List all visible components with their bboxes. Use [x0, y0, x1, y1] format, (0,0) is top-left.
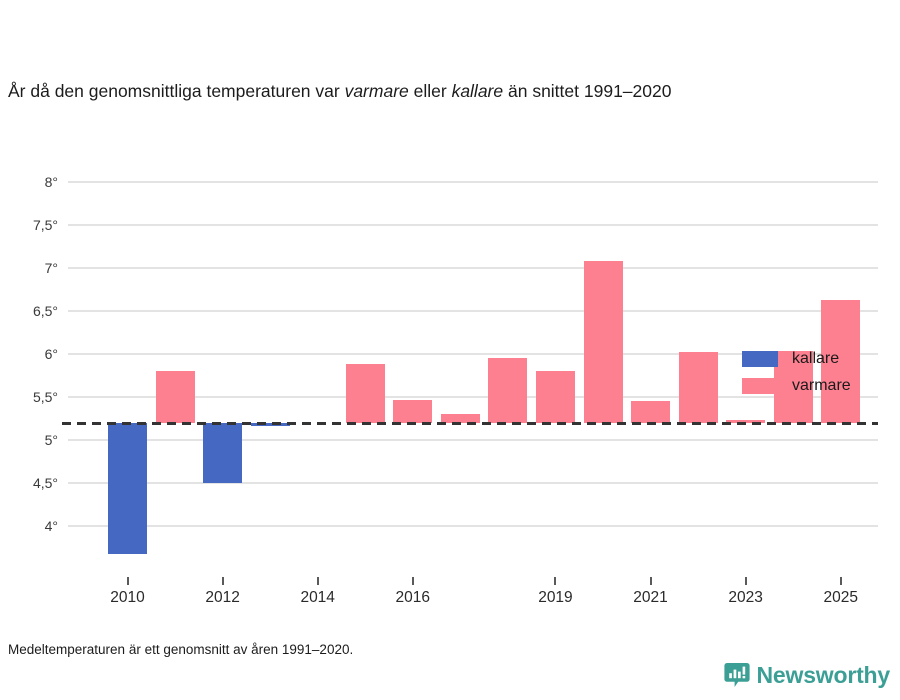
x-axis-tick-label-2010: 2010 — [110, 589, 145, 606]
legend-swatch-varmare — [742, 378, 778, 394]
brand-name: Newsworthy — [756, 661, 891, 688]
bar-2016[interactable] — [393, 399, 433, 423]
legend-label-varmare: varmare — [792, 377, 851, 394]
legend-label-kallare: kallare — [792, 350, 840, 367]
y-axis-tick-label: 6,5° — [32, 303, 58, 320]
gridline — [68, 439, 878, 442]
bar-2010[interactable] — [108, 422, 147, 554]
subtitle-emphasis-kallare: kallare — [451, 81, 504, 101]
gridline — [68, 396, 878, 399]
gridline — [68, 310, 878, 313]
y-axis-tick-label: 4° — [44, 518, 58, 535]
gridline — [68, 181, 878, 183]
bar-2019[interactable] — [535, 371, 575, 423]
x-axis-tick-mark — [839, 577, 842, 585]
x-axis-tick-mark — [221, 577, 224, 585]
bar-2021[interactable] — [631, 401, 671, 423]
bar-2024[interactable] — [773, 350, 813, 423]
x-axis-tick-mark — [649, 577, 652, 585]
x-axis-tick-label-2014: 2014 — [300, 589, 335, 606]
y-axis-tick-label: 4,5° — [32, 475, 58, 492]
gridline — [68, 525, 878, 528]
bar-2018[interactable] — [488, 358, 528, 423]
y-axis-tick-label: 8° — [44, 174, 58, 190]
bar-2022[interactable] — [678, 352, 718, 423]
x-axis-tick-mark — [411, 577, 414, 585]
x-axis-tick-label-2019: 2019 — [538, 589, 573, 606]
legend: kallare varmare — [742, 350, 892, 404]
bar-2017[interactable] — [440, 414, 480, 423]
footnote: Medeltemperaturen är ett genomsnitt av å… — [8, 642, 354, 657]
x-axis-tick-label-2023: 2023 — [728, 589, 763, 606]
legend-swatch-kallare — [742, 351, 778, 367]
x-axis-tick-label-2025: 2025 — [823, 589, 858, 606]
bar-2015[interactable] — [345, 364, 385, 423]
x-axis-tick-label-2016: 2016 — [395, 589, 431, 606]
chart-subtitle: År då den genomsnittliga temperaturen va… — [8, 78, 868, 104]
x-axis-tick-mark — [126, 577, 129, 585]
bar-2020[interactable] — [583, 261, 623, 423]
y-axis-tick-label: 7° — [44, 260, 58, 277]
brand-logo[interactable]: Newsworthy — [723, 661, 891, 688]
y-axis-tick-label: 7,5° — [32, 217, 58, 234]
subtitle-text-1: År då den genomsnittliga temperaturen va… — [8, 81, 345, 101]
y-axis-tick-label: 6° — [44, 346, 58, 363]
subtitle-emphasis-varmare: varmare — [344, 81, 409, 101]
bar-2012[interactable] — [203, 422, 243, 484]
bar-2023[interactable] — [726, 419, 766, 423]
x-axis-tick-mark — [554, 577, 557, 585]
y-axis-tick-label: 5,5° — [32, 389, 58, 406]
x-axis-tick-label-2012: 2012 — [205, 589, 240, 606]
bar-2025[interactable] — [821, 299, 861, 423]
subtitle-text-3: än snittet 1991–2020 — [503, 81, 672, 101]
gridline — [68, 482, 878, 485]
gridline — [68, 224, 878, 227]
plot-area: 4° 4,5° 5° 5,5° 6° 6,5° 7° 7,5° 8° 2010 2012 2014 2… — [0, 165, 900, 606]
legend-item-varmare[interactable]: varmare — [742, 377, 892, 395]
x-axis-tick-mark — [744, 577, 747, 585]
subtitle-text-2: eller — [408, 81, 452, 101]
legend-item-kallare[interactable]: kallare — [742, 350, 892, 368]
x-axis-tick-mark — [316, 577, 319, 585]
average-baseline — [62, 421, 878, 425]
gridline — [68, 267, 878, 270]
y-axis-tick-label: 5° — [44, 432, 58, 449]
newsworthy-bar-chart-bubble-icon — [723, 663, 750, 687]
bar-2011[interactable] — [155, 371, 195, 423]
x-axis-tick-label-2021: 2021 — [633, 589, 668, 606]
gridline — [68, 353, 878, 356]
